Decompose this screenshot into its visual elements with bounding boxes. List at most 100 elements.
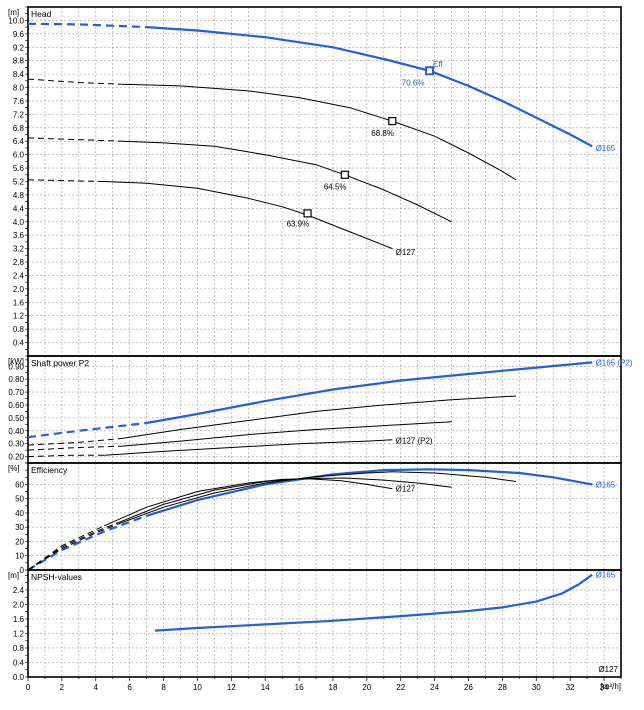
x-tick-label: 20 [362, 683, 371, 692]
series-line-dashed [27, 137, 122, 142]
y-tick-label: 1.2 [13, 629, 25, 638]
y-tick-label: 3.2 [13, 245, 25, 254]
panel-1: 0.4 0.8 1.2 1.6 2.0 2.4 2.8 3.2 3.6 4.0 4.4 4.8 5.2 5… [8, 6, 622, 357]
series-line [146, 26, 593, 148]
x-axis-unit: [m³/h] [601, 682, 621, 691]
y-tick-label: 4.0 [13, 218, 25, 227]
series-line-dashed [27, 514, 147, 571]
series-line [146, 468, 593, 517]
y-tick-label: 2.4 [13, 586, 25, 595]
curve-label: 64.5% [324, 183, 347, 192]
chart-panels: 0.4 0.8 1.2 1.6 2.0 2.4 2.8 3.2 3.6 4.0 4.4 4.8 5.2 5… [8, 6, 633, 682]
y-tick-label: 9.6 [13, 30, 25, 39]
panel-frame [27, 569, 622, 678]
y-tick-label: 8.8 [13, 57, 25, 66]
x-tick-label: 14 [261, 683, 270, 692]
y-tick-label: 10.0 [8, 16, 24, 25]
x-tick-label: 0 [26, 683, 31, 692]
y-tick-label: 20 [15, 537, 24, 546]
y-tick-label: 2.4 [13, 271, 25, 280]
panel-title: Shaft power P2 [31, 358, 89, 368]
y-tick-label: 3.6 [13, 231, 25, 240]
curve-label: Ø165 (P2) [596, 358, 633, 367]
y-tick-label: 0.0 [13, 673, 25, 682]
x-tick-label: 8 [161, 683, 166, 692]
series-line-dashed [27, 445, 122, 451]
curve-label: Ø127 [396, 248, 416, 257]
x-tick-label: 16 [295, 683, 304, 692]
y-tick-label: 60 [15, 480, 24, 489]
y-tick-label: 8.4 [13, 70, 25, 79]
y-tick-label: 0 [20, 566, 25, 575]
y-axis-unit: [%] [8, 464, 20, 473]
x-tick-label: 2 [60, 683, 65, 692]
curve-label: 63.9% [287, 219, 310, 228]
y-tick-label: 0.4 [13, 339, 25, 348]
curve-label: 68.8% [371, 129, 394, 138]
series-line [155, 573, 593, 632]
y-tick-label: 7.2 [13, 110, 25, 119]
curve-label: Ø127 [396, 485, 416, 494]
y-tick-label: 4.4 [13, 204, 25, 213]
series-line-dashed [27, 521, 122, 571]
y-tick-label: 6.0 [13, 151, 25, 160]
y-tick-label: 10 [15, 552, 24, 561]
x-tick-label: 6 [127, 683, 132, 692]
y-tick-label: 2.0 [13, 285, 25, 294]
y-tick-label: 0.50 [8, 414, 24, 423]
y-tick-label: 0.40 [8, 427, 24, 436]
impeller-note: Ø127 [598, 665, 618, 674]
x-tick-label: 12 [227, 683, 236, 692]
y-tick-label: 6.4 [13, 137, 25, 146]
y-tick-label: 0.4 [13, 658, 25, 667]
x-tick-label: 30 [532, 683, 541, 692]
curve-label: Ø165 [596, 480, 616, 489]
series-line-dashed [27, 78, 122, 85]
y-tick-label: 0.30 [8, 440, 24, 449]
y-tick-label: 0.90 [8, 362, 24, 371]
series-line [103, 478, 393, 527]
operating-point-marker [425, 66, 435, 76]
series-line-dashed [27, 22, 147, 29]
panel-title: Head [31, 9, 52, 19]
y-tick-label: 30 [15, 523, 24, 532]
y-tick-label: 9.2 [13, 43, 25, 52]
series-line [104, 439, 393, 456]
curve-label: 70.6% [402, 79, 425, 88]
panel-frame [27, 462, 622, 571]
series-line [121, 83, 517, 181]
series-line-dashed [27, 522, 122, 571]
x-tick-label: 22 [396, 683, 405, 692]
curve-label: Ø127 (P2) [396, 436, 433, 445]
x-tick-label: 28 [498, 683, 507, 692]
series-line-dashed [27, 454, 105, 458]
y-tick-label: 8.0 [13, 84, 25, 93]
y-tick-label: 0.8 [13, 644, 25, 653]
y-tick-label: 2.0 [13, 600, 25, 609]
y-tick-label: 0.20 [8, 453, 24, 462]
y-tick-label: 0.80 [8, 375, 24, 384]
y-tick-label: 0.60 [8, 401, 24, 410]
operating-point-marker [303, 209, 312, 218]
x-axis: Ø127 [m³/h] 0 2 4 6 8 10 12 14 16 18 20 22 24 26 28 30 3… [26, 665, 622, 692]
y-tick-label: 0.70 [8, 388, 24, 397]
x-tick-label: 32 [566, 683, 575, 692]
series-line-dashed [27, 438, 122, 446]
operating-point-marker [340, 170, 349, 179]
series-line-dashed [27, 421, 147, 439]
x-tick-label: 34 [600, 683, 609, 692]
operating-point-marker [388, 116, 397, 126]
y-tick-label: 1.6 [13, 298, 25, 307]
panel-title: NPSH-values [31, 572, 82, 582]
x-tick-label: 26 [464, 683, 473, 692]
series-line [121, 395, 517, 439]
panel-4: 0.0 0.4 0.8 1.2 1.6 2.0 2.4 [m] NPSH-values Ø165 [8, 569, 622, 682]
x-tick-label: 10 [193, 683, 202, 692]
series-line [121, 471, 517, 524]
curve-label: Eff [433, 60, 443, 69]
y-tick-label: 5.2 [13, 178, 25, 187]
x-tick-label: 24 [430, 683, 439, 692]
y-tick-label: 4.8 [13, 191, 25, 200]
y-tick-label: 1.6 [13, 615, 25, 624]
x-tick-label: 4 [94, 683, 99, 692]
